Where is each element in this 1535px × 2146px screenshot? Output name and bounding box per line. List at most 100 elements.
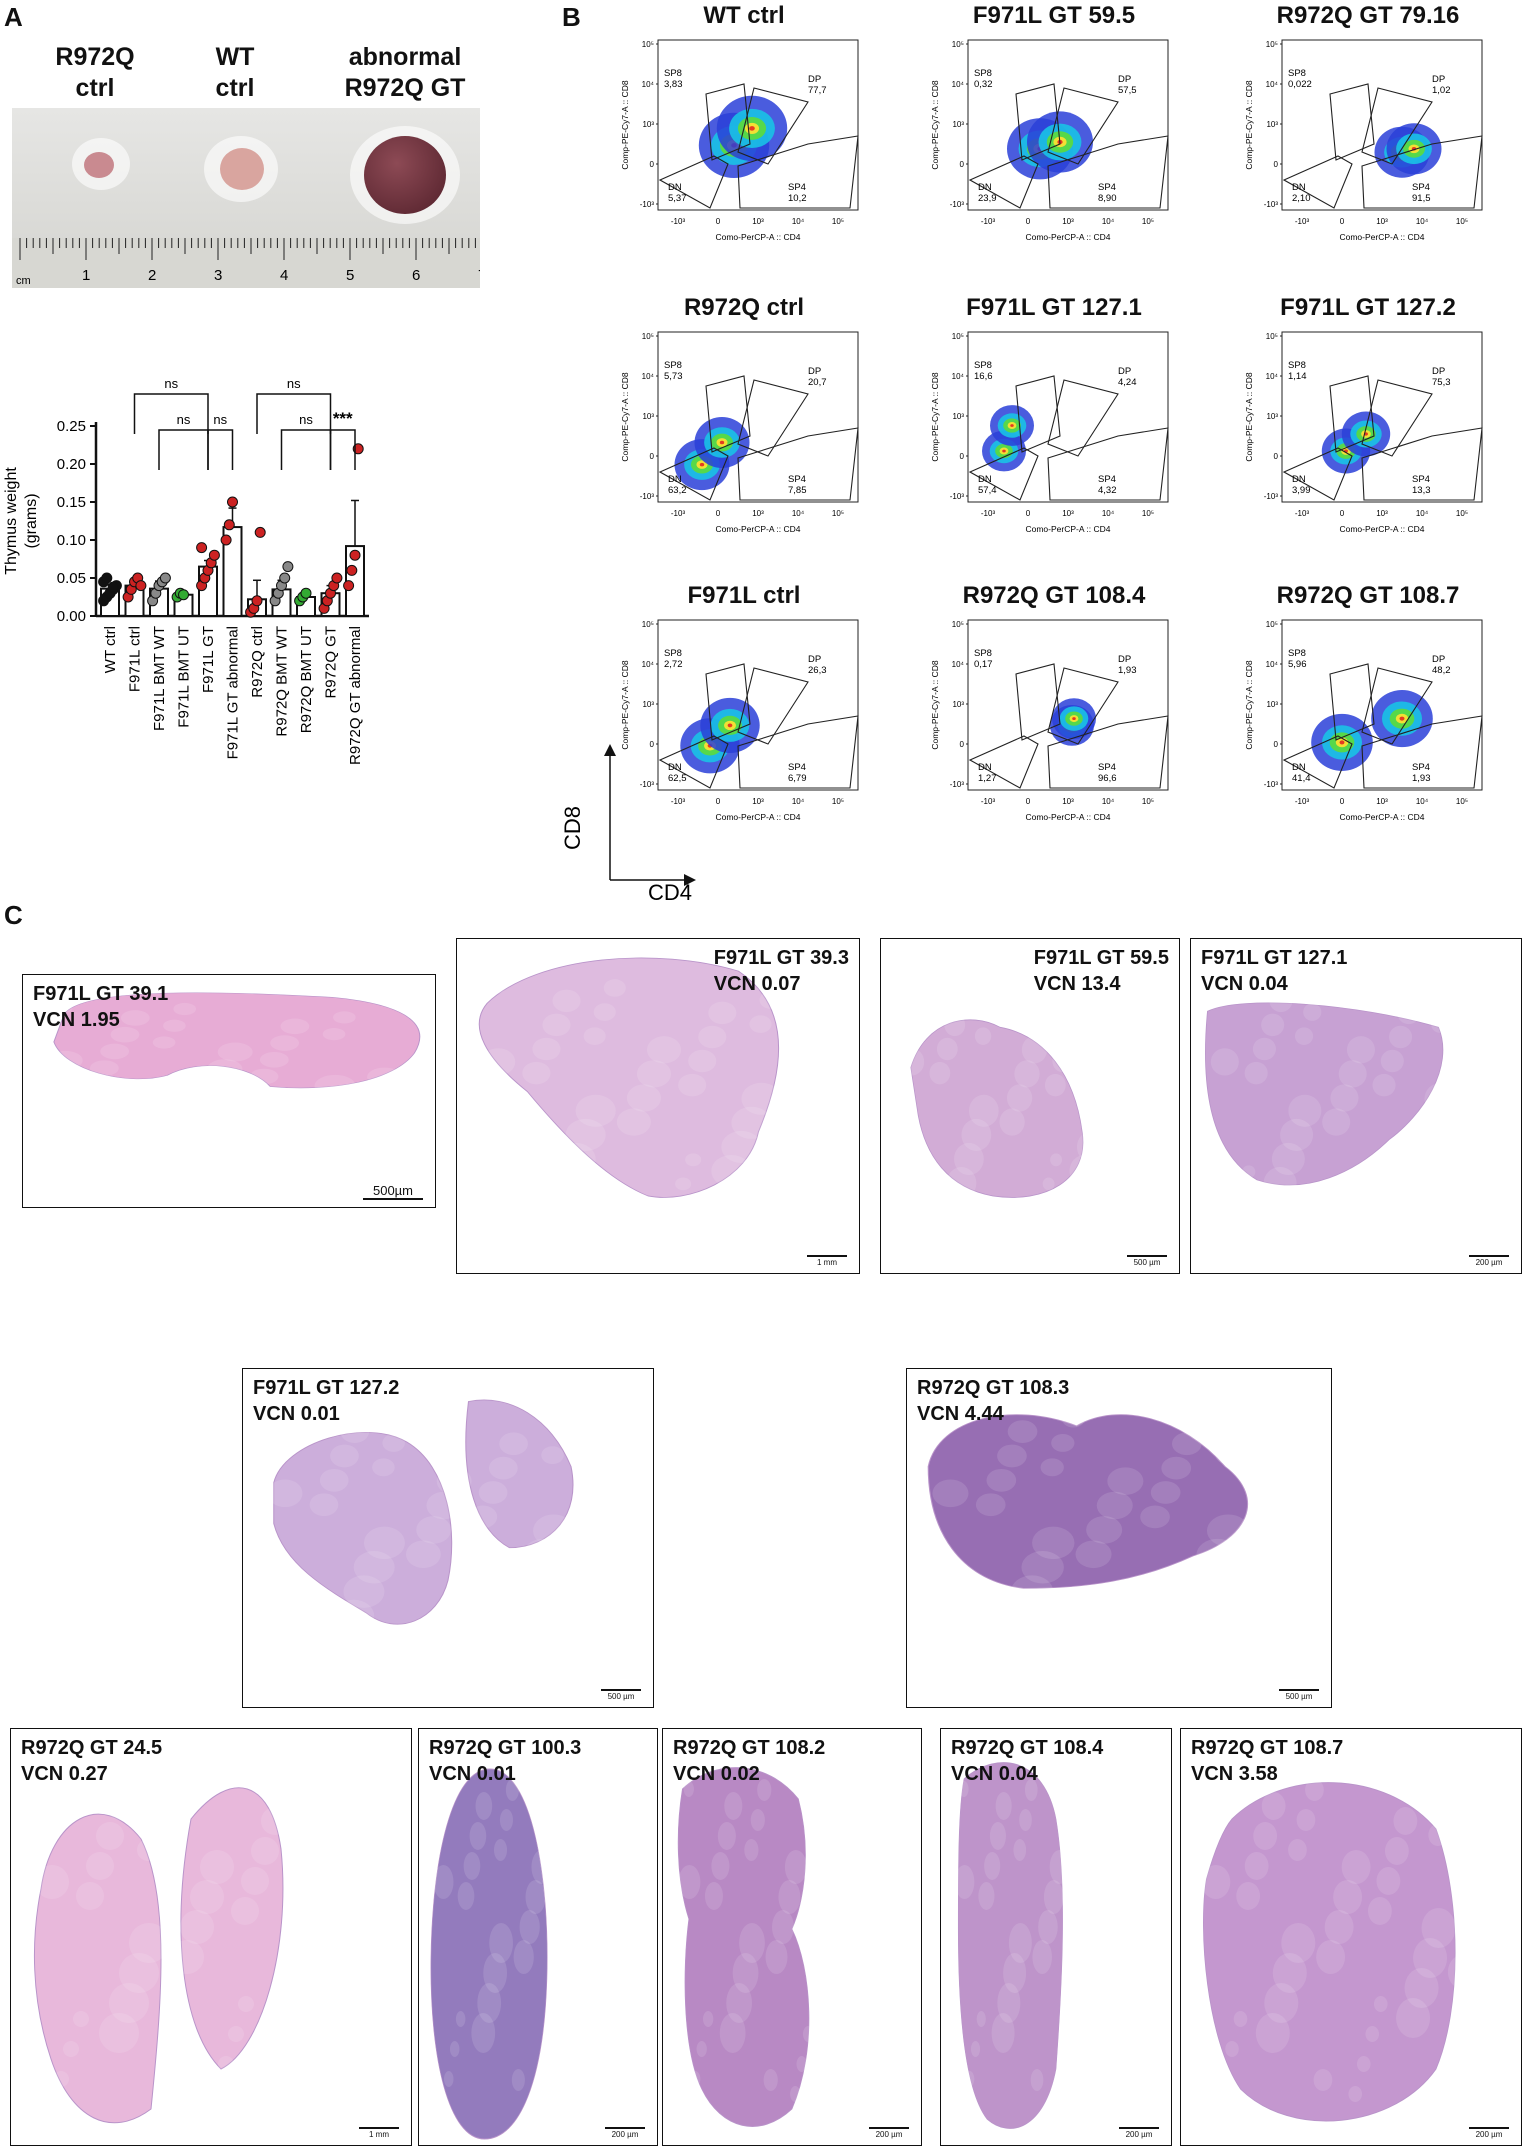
tissue-texture [1115,1659,1133,1673]
x-tick-label: 0 [716,797,721,806]
photo-label-wt-ctrl: WT ctrl [215,43,255,102]
tissue-texture [654,1225,672,1239]
tissue-texture [106,1792,134,1820]
gate-label-sp4: SP4 [1098,182,1116,193]
gate-sp8 [1329,375,1375,453]
tissue-texture [1007,1420,1038,1443]
panel-letter-a: A [4,2,23,32]
y-tick-label: 10⁴ [642,660,655,669]
tissue-texture [965,2071,975,2087]
histology-label: R972Q GT 108.4 VCN 0.04 [951,1735,1103,1787]
tissue-texture [1035,1201,1048,1215]
tissue-texture [225,1174,243,1184]
gate-label-sp4: SP4 [1098,474,1116,485]
y-tick-label: 10³ [952,700,964,709]
y-axis-label: Comp-PE-Cy7-A :: CD8 [1244,80,1254,170]
tissue-texture [505,1779,519,1801]
x-tick-label: 10⁴ [1102,217,1115,226]
vcn-value: VCN 0.02 [673,1763,760,1785]
tissue-texture [137,1839,159,1861]
tissue-texture [782,1096,817,1124]
x-tick-label: 10⁵ [832,797,844,806]
y-tick-label: 10⁵ [642,620,654,629]
x-tick-label: 10³ [1062,509,1074,518]
x-tick-label: 0 [716,509,721,518]
tissue-texture [275,1411,293,1425]
scale-bar-label: 200 µm [611,2130,639,2139]
tissue-texture [1137,1610,1154,1624]
tissue-texture [575,1528,610,1556]
tissue-texture [565,1118,606,1151]
y-tick-label: -10³ [1264,200,1279,209]
tissue-texture [545,1167,586,1200]
tissue-shape [53,992,421,1089]
tissue-texture [186,1092,222,1112]
x-tick-label: 0 [1026,217,1031,226]
tissue-texture [489,1456,518,1480]
tissue-texture [962,1622,980,1636]
tissue-texture [1263,1167,1297,1200]
y-tick-label: 10³ [642,700,654,709]
tissue-texture [575,1094,616,1127]
gate-sp8 [1329,83,1375,161]
tissue-texture [1097,1938,1121,1978]
histology-label: F971L GT 39.1 VCN 1.95 [33,981,168,1033]
data-point [349,549,361,561]
tissue-texture [1372,1073,1396,1097]
gate-label-sp8: 16,6 [974,371,993,382]
tissue-texture [555,1867,573,1895]
data-point [178,589,189,601]
tissue-texture [280,1018,310,1035]
gate-label-dp: DP [808,366,821,377]
gate-label-dn: DN [1292,762,1306,773]
scale-bar-label: 500 µm [607,1692,635,1701]
vcn-value: VCN 0.01 [253,1403,340,1425]
tissue-texture [1316,1940,1346,1974]
tissue-texture [356,1084,392,1104]
tissue-texture [312,1794,334,1816]
gate-sp8 [1329,663,1375,741]
tissue-texture [997,1211,1014,1230]
vcn-value: VCN 0.27 [21,1763,108,1785]
tissue-texture [1208,1781,1222,1797]
density-peak [1010,424,1014,427]
tissue-texture [685,1153,702,1167]
scale-bar: 200 µm [605,2127,645,2139]
tissue-texture [1404,1968,1439,2008]
tissue-texture [1021,1551,1064,1584]
significance-bracket [158,429,209,470]
tissue-texture [475,1585,493,1599]
tissue-texture [1380,1049,1404,1073]
tissue-texture [1330,1084,1359,1112]
y-tick-label: 10⁵ [642,332,654,341]
tissue-texture [1161,1456,1192,1480]
y-axis-label: Comp-PE-Cy7-A :: CD8 [1244,372,1254,462]
tissue-texture [509,1189,526,1203]
gate-label-dp: DP [1118,654,1131,665]
gate-label-sp4: 10,2 [788,193,807,204]
tissue-texture [1000,1599,1043,1633]
gate-label-dn: 62,5 [668,773,687,784]
tissue-texture [698,1025,727,1049]
cd4-axis-label: CD4 [648,880,692,900]
gates [1282,663,1483,789]
tissue-texture [1120,1199,1137,1218]
scale-bar: 500 µm [601,1689,641,1701]
significance-label: ns [299,412,313,427]
tissue-texture [927,1165,940,1179]
y-tick-label: 10³ [642,120,654,129]
tissue-image [898,979,1156,1242]
tissue-texture [1032,1526,1075,1560]
gate-label-dp: 20,7 [808,377,827,388]
y-tick-label: -10³ [950,200,965,209]
gate-label-dp: 1,93 [1118,665,1137,676]
histology-label: R972Q GT 24.5 VCN 0.27 [21,1735,162,1787]
gate-dn [658,447,729,501]
scale-bar-label: 200 µm [1125,2130,1153,2139]
tissue-texture [572,1633,595,1651]
tissue-texture [592,1824,606,1846]
tissue-texture [1466,1072,1495,1100]
sample-name: R972Q GT 108.2 [673,1737,826,1759]
